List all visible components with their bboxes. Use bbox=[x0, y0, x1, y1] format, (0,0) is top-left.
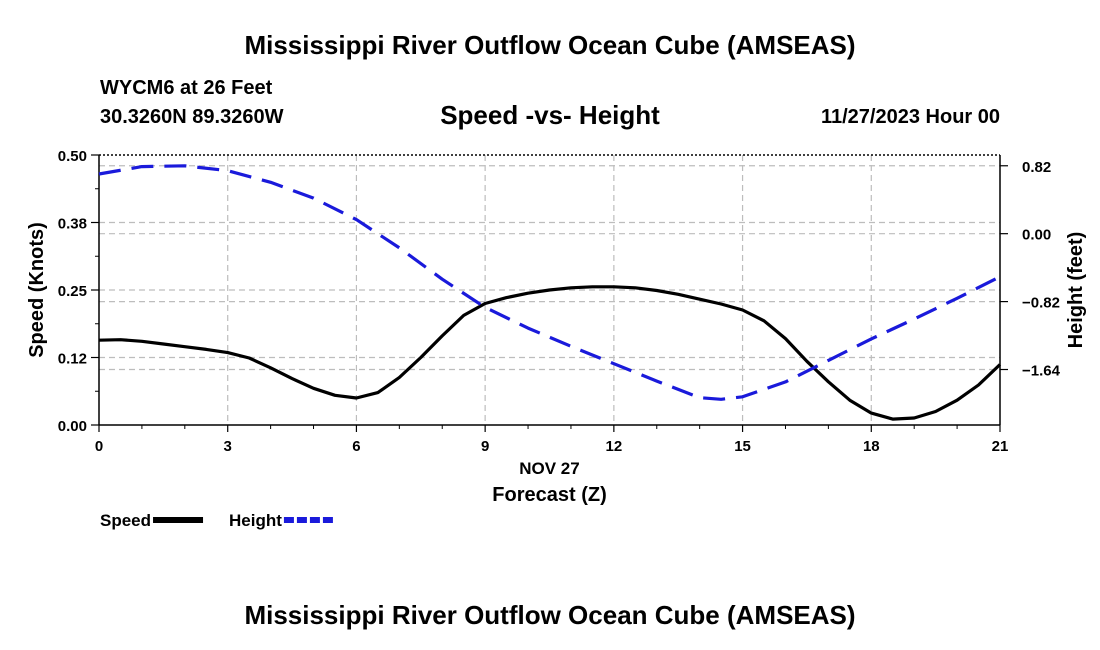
y-right-tick-label: 0.82 bbox=[1022, 159, 1051, 176]
coordinates-label: 30.3260N 89.3260W bbox=[100, 106, 284, 128]
y-right-tick-label: −1.64 bbox=[1022, 363, 1061, 380]
chart-subtitle: Speed -vs- Height bbox=[440, 100, 660, 130]
x-tick-label: 15 bbox=[734, 438, 751, 455]
x-axis-label: Forecast (Z) bbox=[492, 484, 606, 506]
x-date-label: NOV 27 bbox=[519, 459, 579, 478]
station-label: WYCM6 at 26 Feet bbox=[100, 77, 273, 99]
y-left-tick-label: 0.12 bbox=[58, 351, 87, 368]
y-right-tick-label: 0.00 bbox=[1022, 227, 1051, 244]
y-left-tick-label: 0.50 bbox=[58, 148, 87, 165]
bottom-repeated-title: Mississippi River Outflow Ocean Cube (AM… bbox=[244, 600, 856, 630]
y-left-tick-label: 0.00 bbox=[58, 418, 87, 435]
speed-series-line bbox=[98, 285, 1002, 421]
x-tick-label: 9 bbox=[481, 438, 489, 455]
y-left-tick-label: 0.25 bbox=[58, 283, 87, 300]
y-right-tick-label: −0.82 bbox=[1022, 295, 1060, 312]
forecast-datetime: 11/27/2023 Hour 00 bbox=[820, 106, 1000, 128]
x-tick-label: 6 bbox=[352, 438, 360, 455]
x-tick-label: 18 bbox=[863, 438, 880, 455]
legend-label-height: Height bbox=[229, 511, 282, 530]
x-tick-label: 21 bbox=[992, 438, 1009, 455]
legend-label-speed: Speed bbox=[100, 511, 151, 530]
y-right-axis-label: Height (feet) bbox=[1065, 232, 1087, 349]
speed-height-chart: 0.00 0.12 0.25 0.38 0.50 0.82 0.00 −0.82 −1.64 0 3… bbox=[26, 148, 1087, 530]
chart-main-title: Mississippi River Outflow Ocean Cube (AM… bbox=[244, 30, 856, 60]
y-left-tick-label: 0.38 bbox=[58, 216, 87, 233]
x-tick-label: 3 bbox=[224, 438, 232, 455]
x-tick-label: 0 bbox=[95, 438, 103, 455]
height-series-line bbox=[98, 164, 1001, 401]
y-left-axis-label: Speed (Knots) bbox=[26, 222, 48, 358]
x-tick-label: 12 bbox=[606, 438, 623, 455]
